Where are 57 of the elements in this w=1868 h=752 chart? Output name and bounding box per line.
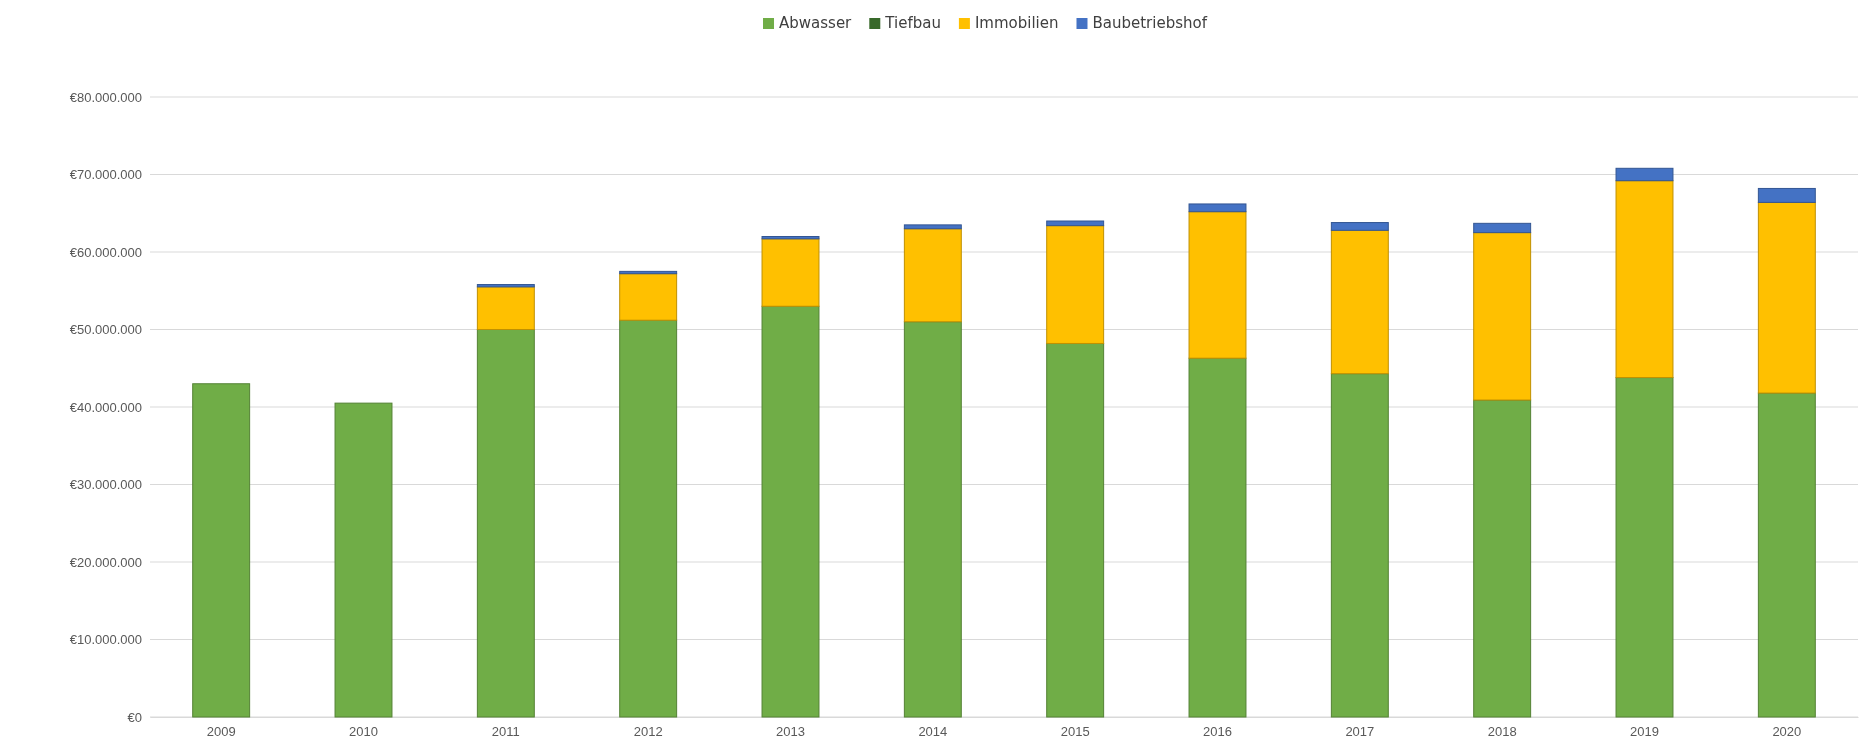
bar	[192, 383, 251, 718]
bar	[476, 286, 535, 330]
x-tick-label: 2012	[633, 724, 663, 740]
bar	[903, 224, 962, 230]
bar	[619, 319, 678, 718]
x-tick-label: 2014	[918, 724, 948, 740]
bar	[761, 305, 820, 718]
bar	[476, 284, 535, 288]
bar	[1473, 222, 1532, 234]
bar	[1615, 167, 1674, 182]
x-tick-label: 2019	[1630, 724, 1659, 740]
bar	[1046, 342, 1105, 718]
bar	[761, 238, 820, 307]
bar	[761, 236, 820, 240]
bar	[903, 321, 962, 718]
bar	[1473, 232, 1532, 401]
bar	[1757, 201, 1816, 394]
bar	[903, 228, 962, 323]
y-tick-label: €50.000.000	[69, 322, 142, 338]
bar	[1046, 220, 1105, 227]
y-tick-label: €70.000.000	[69, 167, 142, 183]
bar	[1330, 222, 1389, 231]
x-tick-label: 2009	[206, 724, 236, 740]
x-tick-label: 2015	[1060, 724, 1090, 740]
x-tick-label: 2010	[349, 724, 378, 740]
bar	[619, 273, 678, 321]
legend-label: Baubetriebshof	[1092, 14, 1208, 32]
bar	[1330, 373, 1389, 718]
y-tick-label: €80.000.000	[69, 89, 142, 105]
y-tick-label: €20.000.000	[69, 554, 142, 570]
bar	[1615, 180, 1674, 379]
x-tick-label: 2020	[1772, 724, 1802, 740]
bar	[334, 402, 393, 718]
bar	[619, 270, 678, 275]
bar	[1615, 377, 1674, 718]
x-tick-label: 2017	[1345, 724, 1375, 740]
bar	[1188, 211, 1247, 359]
legend-label: Tiefbau	[884, 14, 941, 32]
bar	[1757, 392, 1816, 718]
x-tick-label: 2016	[1203, 724, 1232, 740]
y-tick-label: €40.000.000	[69, 399, 142, 415]
legend-label: Immobilien	[974, 14, 1059, 32]
y-tick-label: €60.000.000	[69, 244, 142, 260]
y-tick-label: €10.000.000	[69, 632, 142, 648]
x-tick-label: 2013	[776, 724, 805, 740]
bar	[1330, 229, 1389, 375]
bar	[476, 329, 535, 718]
y-tick-label: €0	[127, 709, 142, 725]
bar	[1046, 225, 1105, 344]
bar	[1188, 203, 1247, 213]
bar	[1473, 399, 1532, 718]
y-tick-label: €30.000.000	[69, 477, 142, 493]
x-tick-label: 2018	[1487, 724, 1517, 740]
legend-label: Abwasser	[779, 14, 853, 32]
bar	[1757, 187, 1816, 203]
bar	[1188, 357, 1247, 718]
x-tick-label: 2011	[491, 724, 520, 740]
